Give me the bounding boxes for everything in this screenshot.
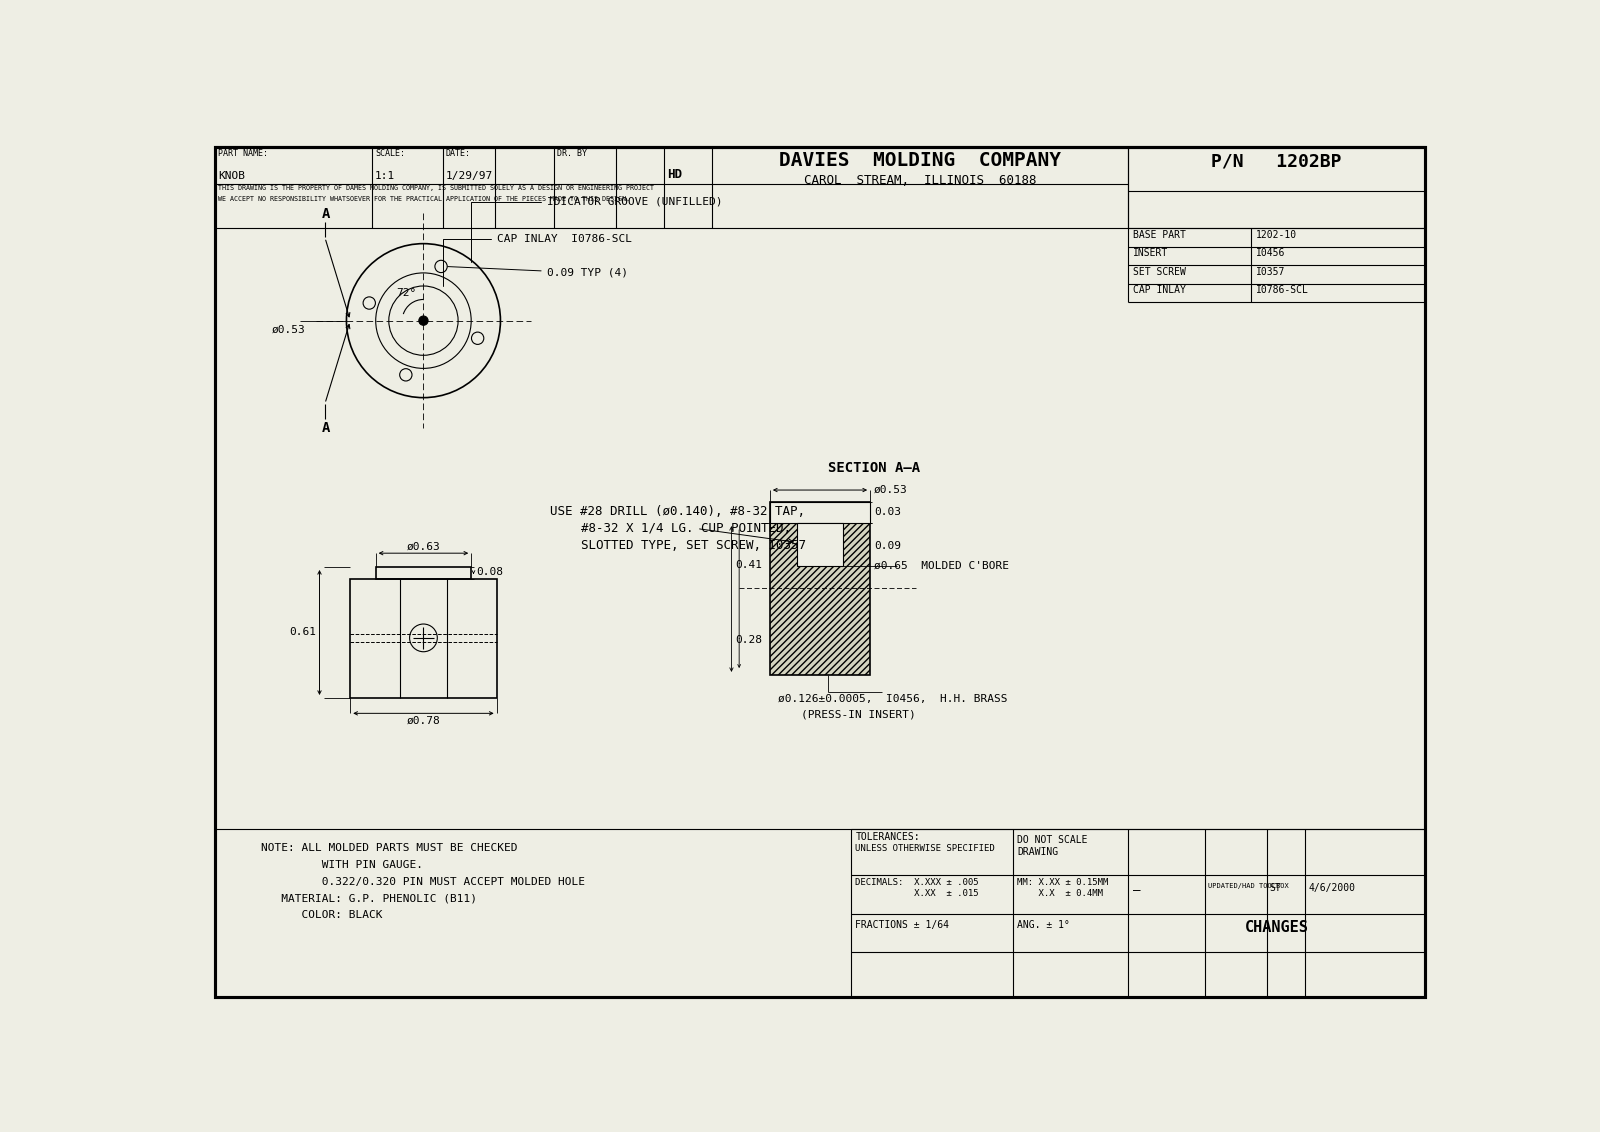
Text: ø0.65  MOLDED C'BORE: ø0.65 MOLDED C'BORE bbox=[874, 560, 1010, 571]
Text: INSERT: INSERT bbox=[1133, 248, 1168, 258]
Text: A: A bbox=[322, 421, 331, 435]
Circle shape bbox=[419, 316, 429, 325]
Text: SECTION A–A: SECTION A–A bbox=[827, 461, 920, 474]
Text: I0786-SCL: I0786-SCL bbox=[1256, 285, 1309, 295]
Text: MATERIAL: G.P. PHENOLIC (B11): MATERIAL: G.P. PHENOLIC (B11) bbox=[261, 893, 477, 903]
Text: ø0.78: ø0.78 bbox=[406, 715, 440, 726]
Text: COLOR: BLACK: COLOR: BLACK bbox=[261, 910, 382, 920]
Text: ø0.53: ø0.53 bbox=[272, 325, 306, 334]
Text: 1/29/97: 1/29/97 bbox=[446, 171, 493, 181]
Text: I0357: I0357 bbox=[1256, 267, 1285, 276]
Text: 4/6/2000: 4/6/2000 bbox=[1309, 883, 1355, 893]
Bar bbox=[770, 501, 870, 675]
Text: X.XX  ± .015: X.XX ± .015 bbox=[856, 889, 979, 898]
Text: CHANGES: CHANGES bbox=[1245, 919, 1309, 935]
Text: X.X  ± 0.4MM: X.X ± 0.4MM bbox=[1018, 889, 1102, 898]
Text: 0.322/0.320 PIN MUST ACCEPT MOLDED HOLE: 0.322/0.320 PIN MUST ACCEPT MOLDED HOLE bbox=[261, 876, 586, 886]
Text: DATE:: DATE: bbox=[446, 149, 470, 158]
Text: SLOTTED TYPE, SET SCREW, I0357: SLOTTED TYPE, SET SCREW, I0357 bbox=[581, 539, 806, 552]
Text: 0.61: 0.61 bbox=[290, 627, 317, 637]
Text: ø0.63: ø0.63 bbox=[406, 541, 440, 551]
Text: ø0.126±0.0005,  I0456,  H.H. BRASS: ø0.126±0.0005, I0456, H.H. BRASS bbox=[778, 694, 1006, 704]
Text: CAROL  STREAM,  ILLINOIS  60188: CAROL STREAM, ILLINOIS 60188 bbox=[803, 174, 1037, 187]
Text: 1:1: 1:1 bbox=[374, 171, 395, 181]
Text: PART NAME:: PART NAME: bbox=[218, 149, 267, 158]
Bar bbox=[376, 567, 470, 578]
Text: 0.41: 0.41 bbox=[736, 560, 762, 571]
Bar bbox=[770, 501, 870, 523]
Text: 0.09: 0.09 bbox=[874, 541, 901, 551]
Text: WITH PIN GAUGE.: WITH PIN GAUGE. bbox=[261, 859, 422, 869]
Text: BASE PART: BASE PART bbox=[1133, 230, 1186, 240]
Text: UNLESS OTHERWISE SPECIFIED: UNLESS OTHERWISE SPECIFIED bbox=[856, 844, 995, 854]
Bar bbox=[797, 523, 843, 566]
Text: 0.03: 0.03 bbox=[874, 507, 901, 517]
Text: UPDATED/HAD TOOLBOX: UPDATED/HAD TOOLBOX bbox=[1208, 883, 1290, 889]
Text: CAP INLAY: CAP INLAY bbox=[1133, 285, 1186, 295]
Text: DO NOT SCALE
DRAWING: DO NOT SCALE DRAWING bbox=[1018, 835, 1088, 857]
Text: P/N   1202BP: P/N 1202BP bbox=[1211, 153, 1342, 171]
Text: HD: HD bbox=[667, 169, 683, 181]
Text: –: – bbox=[1133, 884, 1141, 898]
Text: DAVIES  MOLDING  COMPANY: DAVIES MOLDING COMPANY bbox=[779, 152, 1061, 170]
Text: KNOB: KNOB bbox=[218, 171, 245, 181]
Text: 1202-10: 1202-10 bbox=[1256, 230, 1298, 240]
Text: DECIMALS:  X.XXX ± .005: DECIMALS: X.XXX ± .005 bbox=[856, 878, 979, 887]
Text: MM: X.XX ± 0.15MM: MM: X.XX ± 0.15MM bbox=[1018, 878, 1109, 887]
Text: ø0.53: ø0.53 bbox=[874, 484, 907, 495]
Text: 0.08: 0.08 bbox=[475, 567, 502, 577]
Text: DR. BY: DR. BY bbox=[557, 149, 587, 158]
Text: NOTE: ALL MOLDED PARTS MUST BE CHECKED: NOTE: ALL MOLDED PARTS MUST BE CHECKED bbox=[261, 842, 517, 852]
Text: WE ACCEPT NO RESPONSIBILITY WHATSOEVER FOR THE PRACTICAL APPLICATION OF THE PIEC: WE ACCEPT NO RESPONSIBILITY WHATSOEVER F… bbox=[218, 196, 630, 201]
Text: 0.09 TYP (4): 0.09 TYP (4) bbox=[448, 266, 627, 278]
Text: 72°: 72° bbox=[397, 289, 416, 299]
Text: #8-32 X 1/4 LG. CUP POINTED,: #8-32 X 1/4 LG. CUP POINTED, bbox=[581, 522, 792, 535]
Text: 0.28: 0.28 bbox=[736, 635, 762, 645]
Text: ST: ST bbox=[1270, 883, 1282, 893]
Text: TOLERANCES:: TOLERANCES: bbox=[856, 832, 920, 842]
Text: A: A bbox=[322, 206, 331, 221]
Text: CAP INLAY  I0786-SCL: CAP INLAY I0786-SCL bbox=[443, 233, 632, 285]
Text: (PRESS-IN INSERT): (PRESS-IN INSERT) bbox=[800, 710, 915, 720]
Text: ANG. ± 1°: ANG. ± 1° bbox=[1018, 919, 1070, 929]
Text: SET SCREW: SET SCREW bbox=[1133, 267, 1186, 276]
Text: THIS DRAWING IS THE PROPERTY OF DAMES MOLDING COMPANY, IS SUBMITTED SOLELY AS A : THIS DRAWING IS THE PROPERTY OF DAMES MO… bbox=[218, 186, 654, 191]
Bar bbox=[350, 578, 496, 698]
Text: I0456: I0456 bbox=[1256, 248, 1285, 258]
Text: SCALE:: SCALE: bbox=[374, 149, 405, 158]
Text: FRACTIONS ± 1/64: FRACTIONS ± 1/64 bbox=[856, 919, 949, 929]
Text: USE #28 DRILL (ø0.140), #8-32 TAP,: USE #28 DRILL (ø0.140), #8-32 TAP, bbox=[550, 506, 805, 518]
Text: IDICATOR GROOVE (UNFILLED): IDICATOR GROOVE (UNFILLED) bbox=[470, 197, 722, 263]
